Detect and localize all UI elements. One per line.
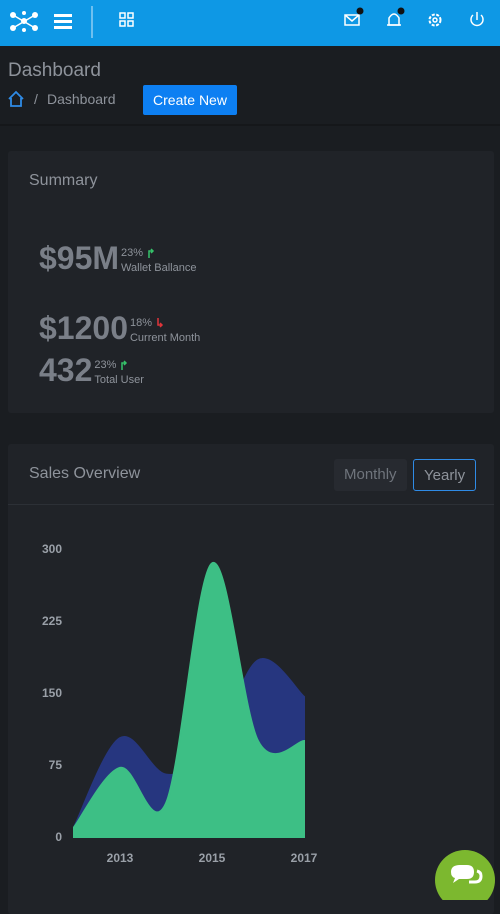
x-tick-label: 2015: [199, 851, 226, 865]
power-icon[interactable]: [470, 12, 484, 27]
tab[interactable]: Yearly: [413, 459, 477, 491]
separator: [8, 504, 494, 505]
card-title: Summary: [29, 172, 98, 189]
y-tick-label: 150: [42, 686, 62, 700]
mail-icon[interactable]: [344, 7, 364, 26]
summary-value: $95M: [39, 240, 120, 276]
bell-icon[interactable]: [387, 7, 405, 26]
sales-chart: 0 75 150 225 300 2013 2015 2017: [42, 542, 318, 865]
x-tick-label: 2017: [291, 851, 318, 865]
create-button[interactable]: Create New: [143, 85, 237, 115]
card-title: Sales Overview: [29, 465, 141, 482]
trend-arrow: [148, 248, 155, 258]
y-tick-label: 225: [42, 614, 62, 628]
top-bar: [0, 0, 500, 46]
menu-icon[interactable]: [54, 14, 72, 29]
y-tick-label: 300: [42, 542, 62, 556]
summary-label: Total User: [94, 374, 144, 386]
tab[interactable]: Monthly: [334, 459, 407, 491]
y-tick-label: 0: [55, 830, 62, 844]
y-tick-label: 75: [49, 758, 63, 772]
apps-icon[interactable]: [119, 12, 134, 27]
summary-value: $1200: [39, 310, 128, 346]
summary-change: 23%: [121, 247, 144, 259]
breadcrumb-separator: /: [34, 91, 38, 107]
home-icon[interactable]: [7, 90, 25, 108]
settings-icon[interactable]: [428, 13, 442, 27]
summary-change: 23%: [94, 359, 117, 371]
x-tick-label: 2013: [107, 851, 134, 865]
chat-button[interactable]: [435, 850, 500, 900]
logo[interactable]: [10, 11, 38, 32]
trend-arrow: [121, 360, 128, 370]
summary-change: 18%: [129, 317, 153, 329]
separator: [0, 124, 500, 126]
area: [73, 562, 305, 838]
page-title: Dashboard: [8, 60, 101, 81]
breadcrumb[interactable]: Dashboard: [47, 91, 116, 107]
summary-label: Current Month: [129, 332, 201, 344]
trend-arrow: [157, 318, 164, 328]
summary-card: [8, 151, 494, 413]
summary-label: Wallet Ballance: [121, 262, 197, 274]
summary-value: 432: [39, 352, 93, 388]
top-bar-icons: [10, 6, 484, 38]
